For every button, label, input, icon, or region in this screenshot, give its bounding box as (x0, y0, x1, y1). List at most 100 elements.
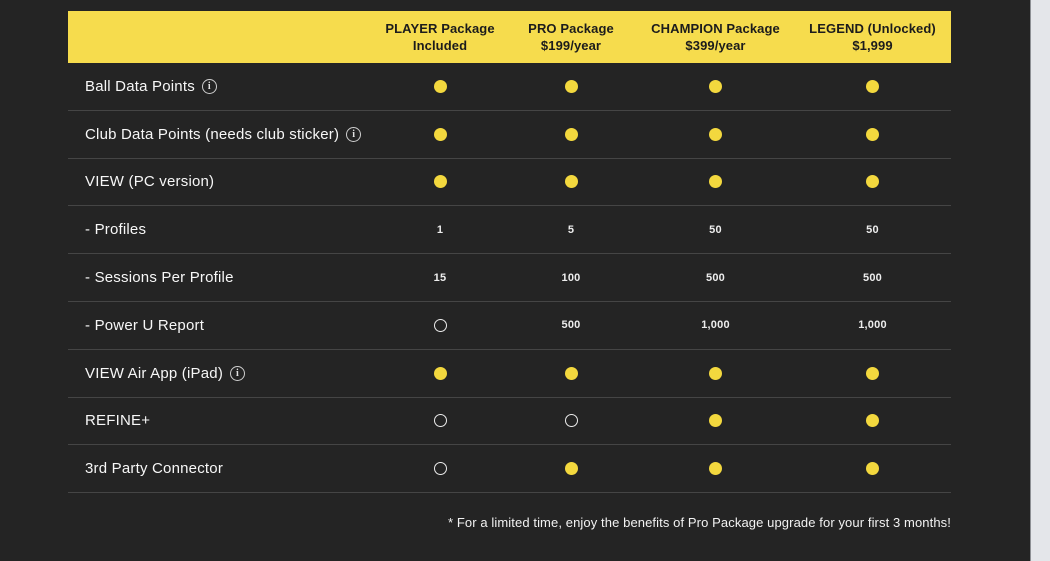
value-cell: 1 (375, 224, 505, 236)
column-subtitle: $199/year (540, 38, 602, 53)
cell-value: 1,000 (858, 319, 887, 332)
included-dot-icon (866, 366, 879, 380)
value-cell: 100 (505, 272, 637, 284)
table-row: - Power U Report 500 1,000 1,000 (68, 302, 951, 350)
not-included-circle-icon (433, 318, 447, 332)
cell-value: 5 (567, 223, 575, 236)
cell-value: 50 (866, 223, 879, 236)
column-subtitle: Included (412, 38, 468, 53)
info-icon[interactable]: i (346, 126, 362, 142)
value-cell (794, 462, 951, 476)
included-dot-icon (709, 79, 722, 93)
feature-label-cell: VIEW Air App (iPad) i (68, 365, 375, 382)
value-cell (505, 462, 637, 476)
value-cell (794, 79, 951, 93)
feature-label-cell: - Sessions Per Profile (68, 269, 375, 286)
feature-label: - Sessions Per Profile (85, 269, 234, 287)
value-cell: 1,000 (794, 319, 951, 331)
included-dot-icon (709, 366, 722, 380)
table-row: VIEW Air App (iPad) i (68, 350, 951, 398)
included-dot-icon (709, 414, 722, 428)
value-cell (794, 414, 951, 428)
column-subtitle: $1,999 (852, 38, 893, 53)
info-icon[interactable]: i (201, 78, 217, 94)
table-row: Club Data Points (needs club sticker) i (68, 111, 951, 159)
included-dot-icon (433, 366, 447, 380)
value-cell (375, 462, 505, 476)
column-title: LEGEND (Unlocked) (809, 21, 936, 36)
value-cell (794, 366, 951, 380)
included-dot-icon (709, 462, 722, 476)
value-cell (637, 462, 794, 476)
feature-label: REFINE+ (85, 412, 151, 430)
table-header-row: PLAYER Package Included PRO Package $199… (68, 11, 951, 63)
feature-label: VIEW (PC version) (85, 173, 215, 191)
value-cell (375, 414, 505, 428)
value-cell (505, 366, 637, 380)
table-row: Ball Data Points i (68, 63, 951, 111)
feature-label: Ball Data Points (85, 77, 195, 95)
header-cell-player: PLAYER Package Included (375, 20, 505, 54)
cell-value: 50 (709, 223, 722, 236)
value-cell (637, 366, 794, 380)
table-row: - Sessions Per Profile 15 100 500 500 (68, 254, 951, 302)
included-dot-icon (433, 79, 447, 93)
included-dot-icon (866, 127, 879, 141)
included-dot-icon (564, 462, 578, 476)
table-row: REFINE+ (68, 398, 951, 446)
value-cell: 500 (637, 272, 794, 284)
header-cell-legend: LEGEND (Unlocked) $1,999 (794, 20, 951, 54)
promo-footnote: * For a limited time, enjoy the benefits… (447, 515, 951, 530)
included-dot-icon (866, 175, 879, 189)
feature-label-cell: - Profiles (68, 221, 375, 238)
not-included-circle-icon (564, 414, 578, 428)
value-cell (375, 79, 505, 93)
feature-label-cell: - Power U Report (68, 317, 375, 334)
value-cell (375, 318, 505, 332)
value-cell: 5 (505, 224, 637, 236)
included-dot-icon (709, 175, 722, 189)
value-cell: 50 (794, 224, 951, 236)
included-dot-icon (433, 175, 447, 189)
feature-label: VIEW Air App (iPad) (85, 364, 224, 382)
value-cell: 500 (505, 319, 637, 331)
column-title: CHAMPION Package (651, 21, 780, 36)
feature-label: 3rd Party Connector (85, 460, 224, 478)
cell-value: 15 (433, 271, 447, 284)
feature-label: - Profiles (85, 221, 147, 239)
feature-label-cell: REFINE+ (68, 412, 375, 429)
cell-value: 100 (561, 271, 581, 284)
included-dot-icon (866, 414, 879, 428)
value-cell (637, 414, 794, 428)
value-cell: 1,000 (637, 319, 794, 331)
cell-value: 500 (863, 271, 882, 284)
included-dot-icon (564, 79, 578, 93)
feature-label: Club Data Points (needs club sticker) (85, 125, 340, 143)
table-body: Ball Data Points i Club Data Points (needs… (68, 63, 951, 494)
header-cell-pro: PRO Package $199/year (505, 20, 637, 54)
included-dot-icon (709, 127, 722, 141)
info-icon[interactable]: i (230, 365, 246, 381)
value-cell (505, 127, 637, 141)
value-cell (637, 175, 794, 189)
value-cell (505, 414, 637, 428)
included-dot-icon (866, 79, 879, 93)
included-dot-icon (564, 366, 578, 380)
included-dot-icon (564, 127, 578, 141)
column-subtitle: $399/year (685, 38, 746, 53)
value-cell (794, 127, 951, 141)
cell-value: 500 (561, 319, 581, 332)
value-cell (375, 175, 505, 189)
table-row: - Profiles 1 5 50 50 (68, 206, 951, 255)
header-cell-champion: CHAMPION Package $399/year (637, 20, 794, 54)
value-cell (794, 175, 951, 189)
feature-label: - Power U Report (85, 316, 205, 334)
value-cell (505, 175, 637, 189)
value-cell: 500 (794, 272, 951, 284)
value-cell (637, 79, 794, 93)
included-dot-icon (564, 175, 578, 189)
pricing-comparison-table: PLAYER Package Included PRO Package $199… (68, 11, 951, 494)
cell-value: 1,000 (701, 319, 730, 332)
value-cell: 50 (637, 224, 794, 236)
